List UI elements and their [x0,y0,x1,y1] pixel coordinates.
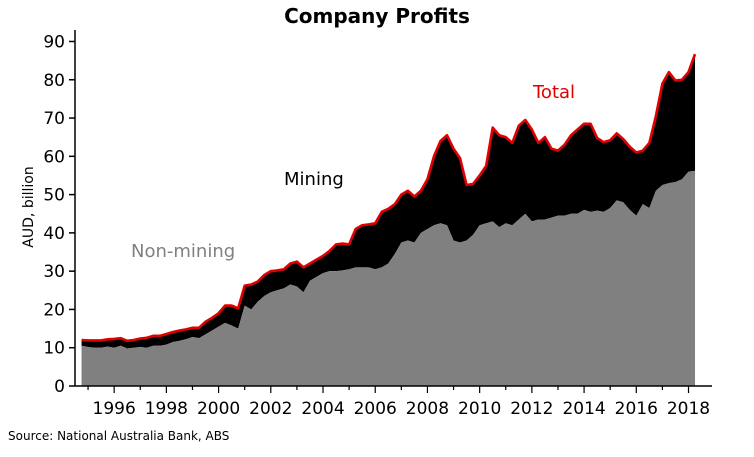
y-tick-label: 50 [43,186,65,206]
x-tick-label: 2002 [249,399,292,419]
x-tick-label: 2012 [510,399,553,419]
y-tick-label: 0 [54,377,65,397]
series-mining-area [81,54,696,349]
x-tick-label: 2000 [197,399,240,419]
plot-areas [81,54,696,386]
x-tick-label: 2014 [562,399,605,419]
x-tick-label: 1998 [145,399,188,419]
x-tick-label: 2006 [354,399,397,419]
y-tick-label: 60 [43,147,65,167]
axes [74,30,712,387]
annotation-mining: Mining [284,169,344,190]
series-non-mining-area [81,170,696,386]
x-tick-label: 1996 [93,399,136,419]
x-tick-label: 2010 [458,399,501,419]
y-axis-label: AUD, billion [21,166,37,247]
chart-title: Company Profits [284,4,470,28]
y-tick-label: 90 [43,32,65,52]
annotation-non-mining: Non-mining [131,241,235,262]
y-tick-label: 70 [43,109,65,129]
x-tick-label: 2018 [667,399,710,419]
y-ticks: 0 10 20 30 40 50 60 70 80 90 [43,32,75,397]
annotation-total: Total [532,82,575,103]
x-tick-label: 2004 [301,399,344,419]
y-tick-label: 80 [43,71,65,91]
y-tick-label: 20 [43,300,65,320]
x-ticks: 1996 1998 2000 2002 2004 2006 2008 2010 2012 2014… [87,386,710,419]
y-tick-label: 30 [43,262,65,282]
source-note: Source: National Australia Bank, ABS [8,429,229,443]
y-tick-label: 10 [43,339,65,359]
total-line [81,53,697,343]
y-tick-label: 40 [43,224,65,244]
x-tick-label: 2008 [406,399,449,419]
x-tick-label: 2016 [615,399,658,419]
